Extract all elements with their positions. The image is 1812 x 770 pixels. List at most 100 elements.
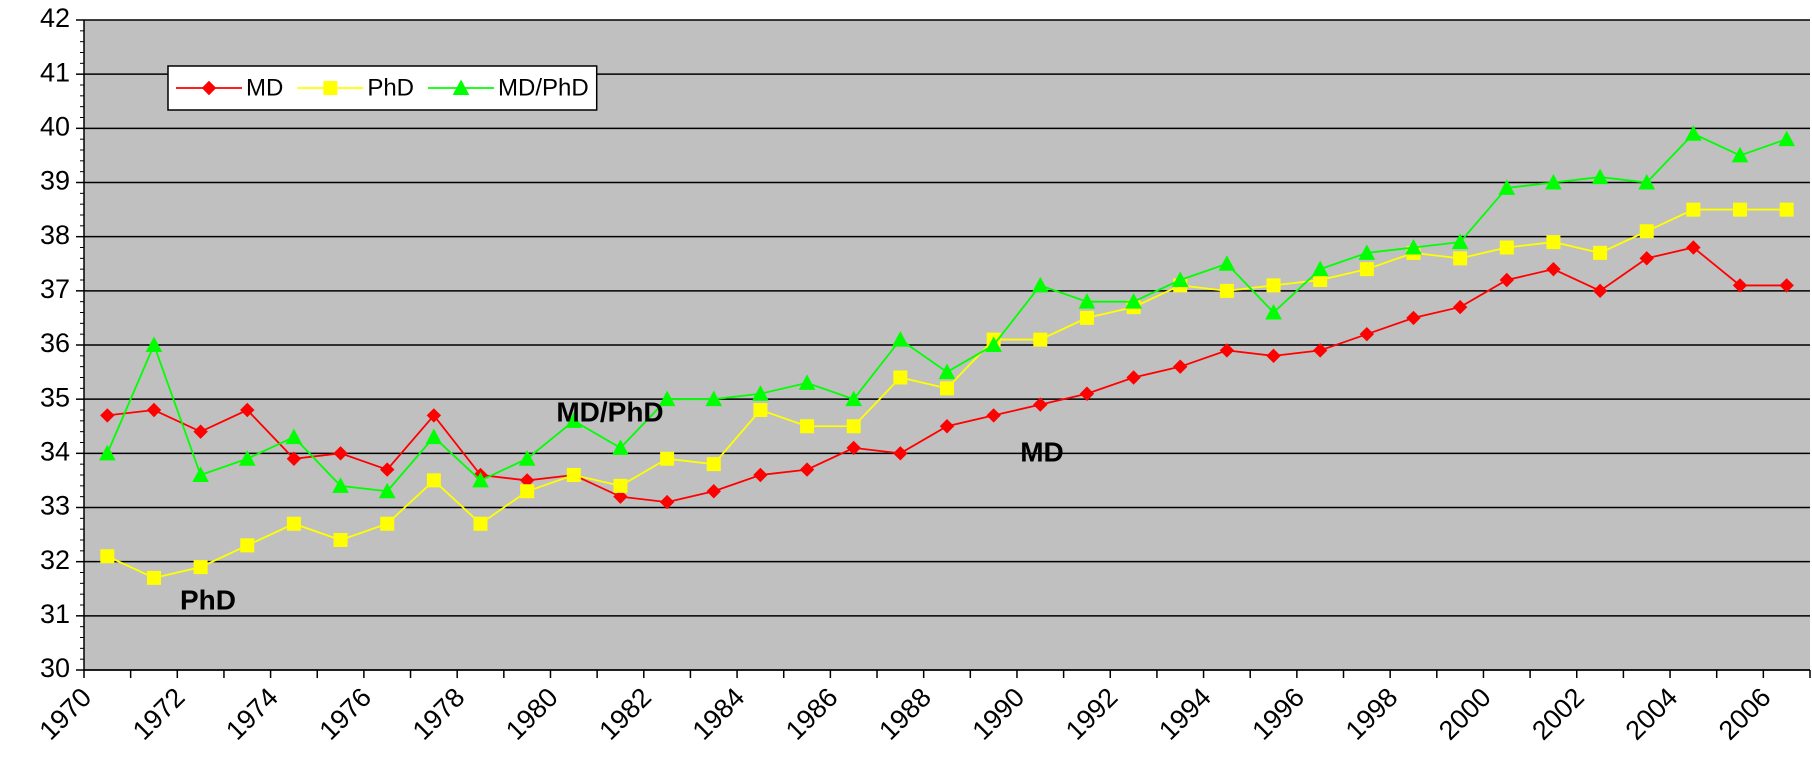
marker [753, 467, 768, 483]
marker [100, 408, 115, 423]
x-tick-label: 1990 [967, 682, 1031, 746]
marker [985, 336, 1002, 352]
x-tick-label: 1976 [313, 682, 377, 746]
x-tick-label: 2006 [1713, 682, 1777, 746]
marker [566, 468, 581, 482]
y-tick-label: 34 [40, 436, 70, 466]
y-tick-label: 33 [40, 491, 70, 521]
y-tick-label: 40 [40, 111, 70, 141]
marker [1405, 238, 1422, 255]
marker [1079, 386, 1095, 401]
marker [892, 331, 909, 347]
marker [1686, 202, 1701, 217]
marker [1033, 332, 1048, 347]
marker [1546, 261, 1561, 277]
marker [706, 484, 721, 499]
marker [752, 385, 769, 401]
marker [240, 538, 255, 553]
marker [518, 450, 536, 466]
marker [426, 408, 442, 423]
y-tick-label: 31 [40, 599, 70, 629]
marker [613, 489, 628, 504]
marker [986, 408, 1001, 423]
marker [286, 451, 302, 466]
x-tick-label: 1972 [127, 682, 191, 746]
marker [798, 374, 816, 390]
marker [1265, 303, 1282, 320]
marker [1173, 359, 1188, 374]
marker [98, 444, 116, 461]
marker [1732, 278, 1748, 293]
marker [706, 457, 721, 472]
marker [240, 402, 255, 418]
marker [238, 450, 256, 466]
marker [323, 81, 338, 95]
marker [425, 428, 443, 445]
marker [753, 403, 768, 417]
marker [893, 446, 908, 461]
y-tick-label: 30 [40, 653, 70, 683]
x-tick-label: 1988 [873, 682, 937, 746]
marker [1033, 397, 1048, 412]
marker [1546, 235, 1561, 250]
marker [1685, 125, 1702, 141]
marker [1638, 173, 1656, 190]
marker [426, 473, 441, 488]
marker [380, 516, 395, 531]
marker [938, 363, 956, 380]
x-tick-label: 1970 [34, 682, 98, 746]
marker [799, 462, 815, 477]
marker [332, 477, 349, 493]
marker [1499, 240, 1514, 255]
marker [1593, 245, 1608, 260]
marker [1219, 343, 1235, 358]
marker [1171, 271, 1189, 287]
marker [1358, 244, 1376, 260]
legend-label: PhD [367, 74, 414, 101]
marker [520, 484, 535, 499]
marker [1499, 272, 1514, 288]
y-tick-label: 37 [40, 274, 70, 304]
marker [1031, 276, 1049, 293]
marker [193, 560, 208, 575]
marker [1451, 233, 1469, 250]
marker [660, 451, 675, 466]
legend: MD PhD MD/PhD [167, 65, 598, 111]
marker [1359, 326, 1375, 342]
marker [1359, 262, 1374, 277]
annotation: MD [1020, 436, 1064, 467]
marker [1639, 251, 1654, 266]
marker [333, 446, 348, 461]
marker [380, 462, 395, 477]
x-tick-label: 2000 [1433, 682, 1497, 746]
legend-label: MD [246, 74, 283, 101]
x-tick-label: 1978 [407, 682, 471, 746]
marker [612, 439, 629, 455]
marker [1733, 202, 1748, 217]
marker [1312, 343, 1328, 358]
x-tick-label: 1974 [220, 682, 284, 746]
marker [845, 390, 863, 407]
y-tick-label: 39 [40, 166, 70, 196]
x-tick-label: 1980 [500, 682, 564, 746]
marker [1779, 202, 1794, 217]
y-tick-label: 32 [40, 545, 70, 575]
marker [1266, 278, 1281, 293]
marker [1778, 130, 1796, 147]
marker [193, 424, 208, 439]
y-tick-label: 41 [40, 57, 70, 87]
legend-box [167, 65, 598, 111]
marker [1731, 146, 1749, 163]
marker [1219, 283, 1234, 298]
marker [1078, 293, 1096, 309]
marker [939, 419, 955, 434]
marker [658, 390, 676, 407]
x-tick-label: 1984 [687, 682, 751, 746]
marker [1779, 278, 1794, 293]
marker [565, 412, 583, 428]
marker [705, 390, 723, 407]
marker [201, 80, 217, 96]
marker [1311, 260, 1329, 277]
marker [1639, 224, 1654, 239]
